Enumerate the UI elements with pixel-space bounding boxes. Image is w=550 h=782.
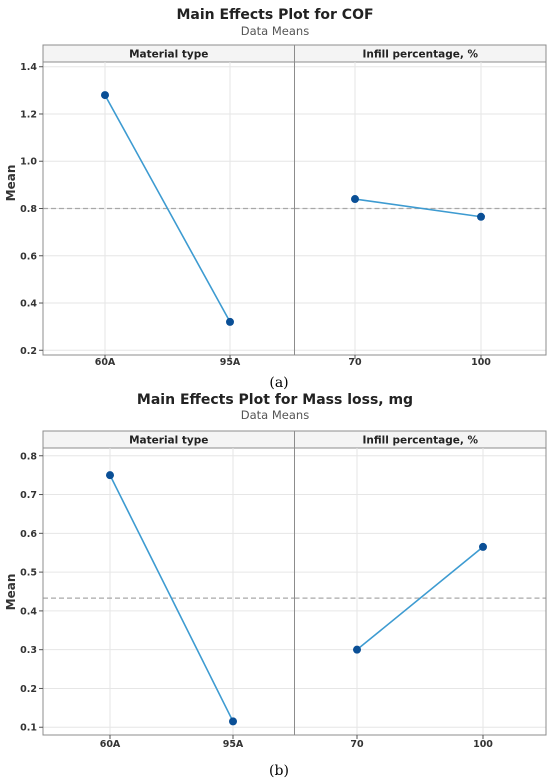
data-point	[479, 542, 487, 551]
cof-main-effects-chart: Main Effects Plot for COF Data Means Mea…	[4, 7, 547, 391]
series-line	[104, 94, 231, 323]
y-tick-label: 0.4	[20, 606, 37, 617]
y-tick-label: 0.5	[20, 568, 37, 579]
x-tick-label: 95A	[223, 739, 244, 750]
x-tick-label: 95A	[220, 357, 241, 368]
y-tick-label: 0.7	[20, 490, 37, 501]
x-tick-label: 100	[471, 357, 491, 368]
x-tick-label: 100	[473, 739, 493, 750]
y-tick-label: 0.8	[20, 451, 37, 462]
y-tick-label: 0.2	[20, 684, 37, 695]
y-tick-label: 0.2	[20, 346, 37, 357]
y-tick-label: 0.3	[20, 645, 37, 656]
mass-loss-main-effects-chart: Main Effects Plot for Mass loss, mg Data…	[4, 392, 547, 779]
data-point	[477, 212, 485, 221]
y-axis-label: Mean	[4, 165, 18, 202]
y-tick-label: 0.8	[20, 204, 37, 215]
panels-group: Material type Infill percentage, % 0.1 0.2 0…	[20, 430, 547, 750]
data-point	[353, 645, 361, 654]
chart-title: Main Effects Plot for COF	[176, 7, 373, 23]
series-line	[356, 546, 484, 651]
figure-caption: (a)	[269, 375, 288, 391]
panel-strip-label: Material type	[129, 435, 208, 447]
chart-title: Main Effects Plot for Mass loss, mg	[137, 392, 413, 408]
chart-subtitle: Data Means	[241, 408, 309, 422]
figure-caption: (b)	[269, 763, 289, 779]
y-axis-label: Mean	[4, 574, 18, 611]
data-point	[351, 195, 359, 204]
chart-subtitle: Data Means	[241, 24, 309, 38]
y-tick-label: 0.6	[20, 529, 37, 540]
y-tick-label: 1.2	[20, 109, 37, 120]
data-point	[226, 317, 234, 326]
data-point	[101, 91, 109, 100]
y-tick-label: 0.1	[20, 723, 37, 734]
y-tick-label: 1.0	[20, 157, 37, 168]
data-point	[229, 717, 237, 726]
y-tick-label: 0.6	[20, 251, 37, 262]
x-tick-label: 70	[348, 357, 362, 368]
y-tick-label: 0.4	[20, 299, 37, 310]
panel-strip-label: Infill percentage, %	[362, 49, 478, 61]
y-tick-label: 1.4	[20, 62, 37, 73]
panel-strip-label: Infill percentage, %	[362, 435, 478, 447]
x-tick-label: 60A	[95, 357, 116, 368]
data-point	[106, 471, 114, 480]
panels-group: Material type Infill percentage, % 0.2 0.4 0…	[20, 44, 547, 368]
x-tick-label: 70	[350, 739, 364, 750]
series-line	[109, 474, 234, 722]
panel-strip-label: Material type	[129, 49, 208, 61]
series-line	[354, 198, 482, 218]
x-tick-label: 60A	[100, 739, 121, 750]
